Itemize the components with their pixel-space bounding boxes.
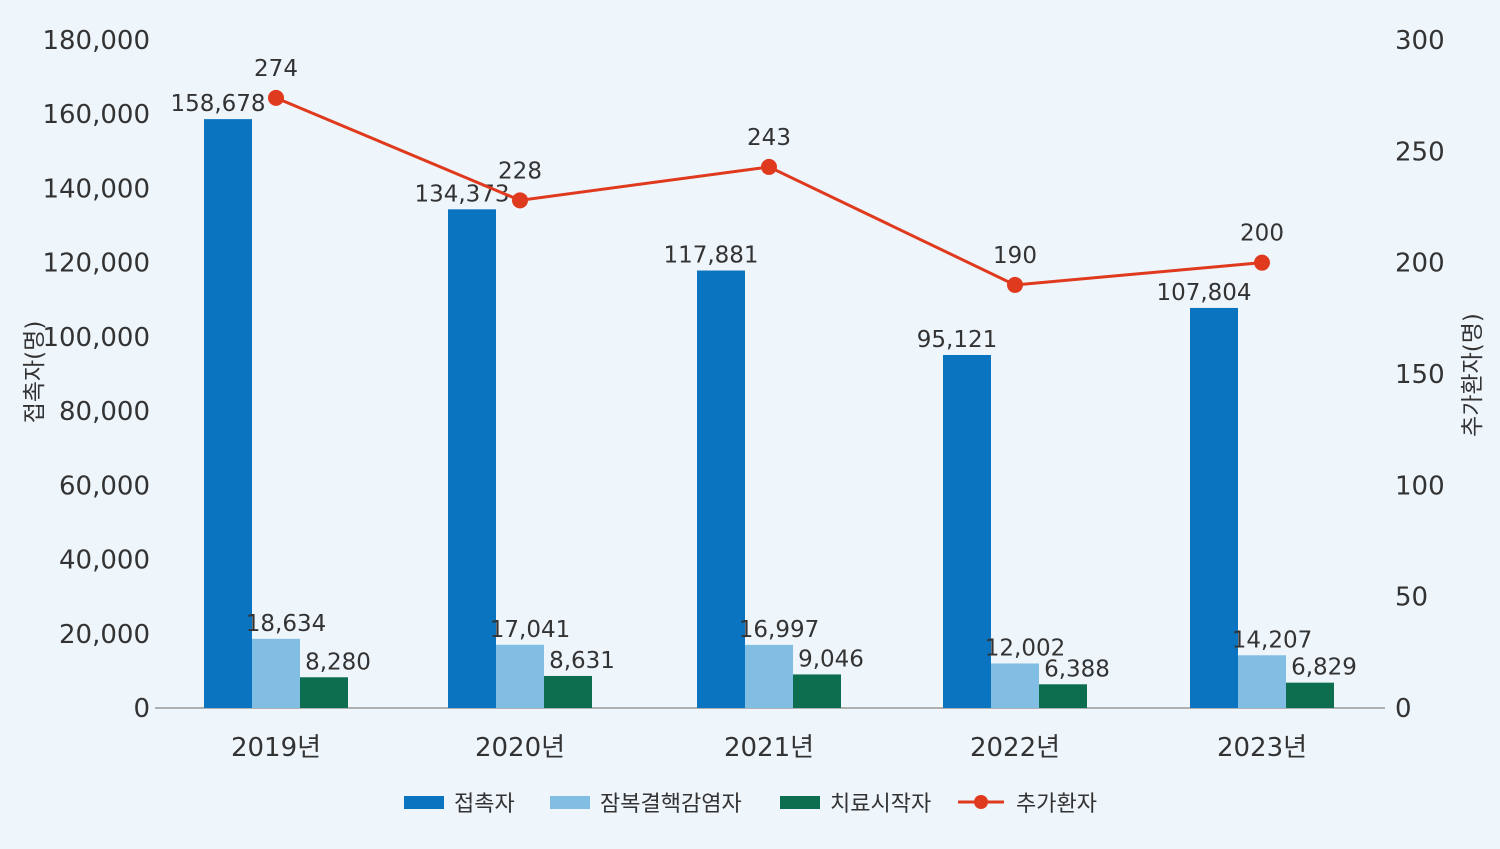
y-left-tick-label: 140,000 [42, 174, 150, 204]
x-tick-label: 2023년 [1217, 733, 1307, 763]
x-tick-label: 2019년 [231, 733, 321, 763]
bar-data-label: 14,207 [1232, 627, 1312, 653]
x-tick-label: 2022년 [970, 733, 1060, 763]
line-data-label: 228 [498, 158, 542, 184]
legend-swatch [780, 796, 820, 809]
bar-data-label: 6,829 [1291, 655, 1357, 681]
bar-data-label: 12,002 [985, 635, 1065, 661]
bar [1238, 655, 1286, 708]
y-left-tick-label: 40,000 [59, 546, 150, 576]
line-point [512, 192, 528, 209]
legend-label: 접촉자 [454, 792, 515, 817]
bar-data-label: 9,046 [798, 646, 864, 672]
bar [943, 354, 991, 708]
bar [300, 677, 348, 708]
bar-data-label: 16,997 [739, 617, 819, 643]
legend-label: 잠복결핵감염자 [600, 792, 742, 817]
y-left-tick-label: 0 [133, 694, 150, 724]
legend-marker [974, 795, 988, 809]
bar-data-label: 95,121 [917, 327, 997, 353]
bar-data-label: 134,373 [414, 181, 509, 207]
line-series: 274 228 243 190 200 [254, 56, 1284, 293]
y-right-tick-label: 150 [1395, 360, 1445, 390]
bar [745, 644, 793, 708]
line-point [1007, 276, 1023, 293]
bar [1286, 682, 1334, 708]
bar-data-label: 107,804 [1156, 280, 1251, 306]
bar [697, 270, 745, 708]
bar-data-label: 117,881 [663, 243, 758, 269]
bar-data-label: 18,634 [246, 611, 326, 637]
bar [252, 638, 300, 708]
line-data-label: 274 [254, 56, 298, 82]
y-right-axis-label: 추가환자(명) [1460, 313, 1486, 437]
y-left-tick-label: 60,000 [59, 471, 150, 501]
y-right-tick-label: 100 [1395, 471, 1445, 501]
bar-data-label: 17,041 [490, 617, 570, 643]
y-right-tick-label: 200 [1395, 249, 1445, 279]
line-data-label: 190 [993, 243, 1037, 269]
bar [496, 644, 544, 708]
bar [991, 663, 1039, 708]
bar [448, 209, 496, 708]
legend-swatch [550, 796, 590, 809]
x-tick-label: 2020년 [475, 733, 565, 763]
bar [1039, 684, 1087, 708]
y-right-tick-label: 250 [1395, 137, 1445, 167]
bar-data-label: 6,388 [1044, 656, 1110, 682]
line-point [268, 89, 284, 106]
bar [1190, 307, 1238, 708]
bar-data-label: 8,280 [305, 649, 371, 675]
y-left-axis-label: 접촉자(명) [22, 321, 48, 424]
y-right-tick-label: 300 [1395, 26, 1445, 56]
legend-swatch [404, 796, 444, 809]
line-data-label: 200 [1240, 221, 1284, 247]
y-left-tick-label: 160,000 [42, 100, 150, 130]
y-left-tick-label: 80,000 [59, 397, 150, 427]
line-point [761, 158, 777, 175]
line-data-label: 243 [747, 125, 791, 151]
legend-label: 추가환자 [1016, 792, 1097, 817]
legend: 접촉자 잠복결핵감염자 치료시작자 추가환자 [404, 792, 1097, 817]
y-left-tick-label: 100,000 [42, 323, 150, 353]
legend-label: 치료시작자 [830, 792, 931, 817]
y-left-tick-label: 180,000 [42, 26, 150, 56]
bar [544, 675, 592, 708]
y-right-tick-label: 50 [1395, 583, 1428, 613]
x-tick-label: 2021년 [724, 733, 814, 763]
bar [204, 119, 252, 709]
y-left-tick-label: 20,000 [59, 620, 150, 650]
y-right-tick-label: 0 [1395, 694, 1412, 724]
bar-data-label: 8,631 [549, 648, 615, 674]
y-left-tick-label: 120,000 [42, 249, 150, 279]
bar-data-label: 158,678 [170, 91, 265, 117]
axes: 0 20,000 40,000 60,000 80,000 100,000 120,000 1… [22, 26, 1486, 763]
bars: 158,678 134,373 117,881 95,121 107,804 18,634… [170, 91, 1357, 709]
bar [793, 674, 841, 708]
line-point [1254, 254, 1270, 271]
